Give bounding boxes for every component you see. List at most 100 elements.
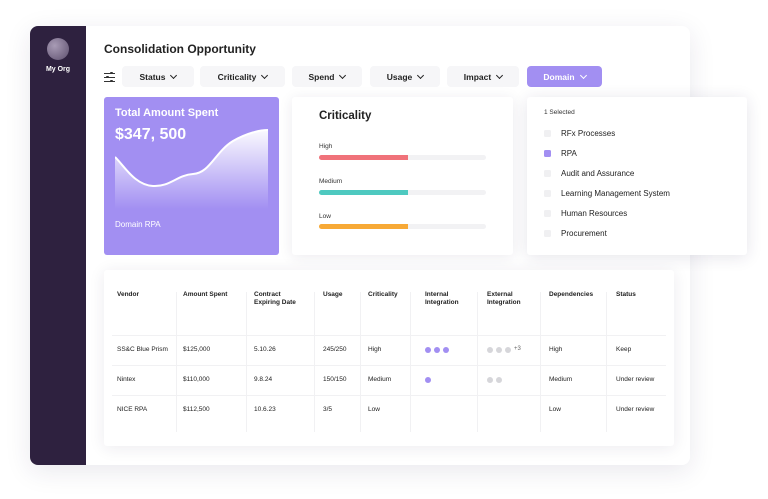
header-line: Internal — [425, 291, 449, 298]
option-label: Human Resources — [561, 208, 628, 218]
internal-integration-dot — [425, 377, 431, 383]
external-integration-dot — [487, 347, 493, 353]
cell-criticality: Medium — [368, 376, 392, 383]
filter-impact[interactable]: Impact — [447, 66, 519, 87]
cell-vendor[interactable]: Nintex — [117, 376, 136, 383]
criticality-bar-high — [319, 155, 486, 160]
column-divider — [176, 292, 177, 432]
cell-amount: $125,000 — [183, 346, 211, 353]
filter-usage-label: Usage — [386, 71, 413, 82]
column-divider — [477, 292, 478, 432]
dropdown-option-rpa[interactable]: RPA — [544, 147, 577, 159]
filter-status[interactable]: Status — [122, 66, 194, 87]
header-criticality[interactable]: Criticality — [368, 291, 398, 298]
dropdown-option-procurement[interactable]: Procurement — [544, 227, 607, 239]
column-divider — [360, 292, 361, 432]
total-spent-domain: Domain RPA — [115, 220, 161, 229]
header-line: External — [487, 291, 513, 298]
filter-usage[interactable]: Usage — [370, 66, 440, 87]
option-label: Procurement — [561, 228, 607, 238]
org-avatar[interactable] — [47, 38, 69, 60]
filter-domain[interactable]: Domain — [527, 66, 602, 87]
cell-status: Under review — [616, 406, 655, 413]
checkbox[interactable] — [544, 129, 551, 137]
dropdown-option-human-resources[interactable]: Human Resources — [544, 207, 627, 219]
checkbox[interactable] — [544, 149, 551, 157]
row-divider — [112, 335, 666, 336]
criticality-label-medium: Medium — [319, 178, 343, 185]
filter-impact-label: Impact — [463, 71, 492, 82]
chevron-down-icon — [496, 71, 504, 79]
chevron-down-icon — [579, 71, 587, 79]
cell-amount: $112,500 — [183, 406, 210, 413]
criticality-fill-high — [319, 155, 408, 160]
option-label: Learning Management System — [561, 188, 670, 198]
criticality-title: Criticality — [319, 110, 372, 122]
row-divider — [112, 365, 666, 366]
cell-dependencies: High — [549, 346, 563, 353]
header-external-integration[interactable]: External Integration — [487, 291, 521, 307]
checkbox[interactable] — [544, 169, 551, 177]
filter-settings-icon[interactable] — [104, 71, 115, 83]
cell-amount: $110,000 — [183, 376, 210, 383]
org-name: My Org — [45, 66, 71, 73]
external-integration-dot — [496, 377, 502, 383]
total-spent-amount: $347, 500 — [115, 126, 187, 143]
dropdown-option-rfx-processes[interactable]: RFx Processes — [544, 127, 615, 139]
cell-dependencies: Medium — [549, 376, 573, 383]
filter-domain-label: Domain — [543, 71, 575, 82]
column-divider — [606, 292, 607, 432]
internal-integration-dot — [443, 347, 449, 353]
chevron-down-icon — [339, 71, 347, 79]
dropdown-selected-count: 1 Selected — [544, 109, 575, 116]
external-integration-more[interactable]: +3 — [514, 346, 521, 352]
filter-spend[interactable]: Spend — [292, 66, 362, 87]
external-integration-dot — [505, 347, 511, 353]
cell-vendor[interactable]: SS&C Blue Prism — [117, 346, 168, 353]
cell-contract: 10.6.23 — [254, 406, 276, 413]
criticality-label-low: Low — [319, 213, 331, 220]
chevron-down-icon — [417, 71, 425, 79]
header-contract-expiring-date[interactable]: Contract Expiring Date — [254, 291, 296, 307]
header-line: Contract — [254, 291, 281, 298]
external-integration-dot — [496, 347, 502, 353]
column-divider — [540, 292, 541, 432]
header-internal-integration[interactable]: Internal Integration — [425, 291, 459, 307]
filter-status-label: Status — [139, 71, 166, 82]
internal-integration-dot — [425, 347, 431, 353]
header-dependencies[interactable]: Dependencies — [549, 291, 594, 298]
checkbox[interactable] — [544, 209, 551, 217]
header-status[interactable]: Status — [616, 291, 636, 298]
criticality-fill-medium — [319, 190, 408, 195]
dropdown-option-learning-management-system[interactable]: Learning Management System — [544, 187, 670, 199]
chevron-down-icon — [170, 71, 178, 79]
header-usage[interactable]: Usage — [323, 291, 343, 298]
filter-criticality[interactable]: Criticality — [200, 66, 285, 87]
domain-dropdown-menu: 1 Selected RFx Processes RPA Audit and A… — [527, 97, 747, 255]
spend-trend-sparkline — [115, 129, 268, 209]
sidebar: My Org — [30, 26, 86, 465]
criticality-bar-medium — [319, 190, 486, 195]
header-line: Integration — [487, 299, 521, 306]
cell-contract: 5.10.26 — [254, 346, 276, 353]
total-spent-card: Total Amount Spent $347, 500 Domain RPA — [104, 97, 279, 255]
criticality-fill-low — [319, 224, 408, 229]
criticality-card: Criticality High Medium Low — [292, 97, 513, 255]
cell-status: Keep — [616, 346, 632, 353]
checkbox[interactable] — [544, 189, 551, 197]
cell-usage: 150/150 — [323, 376, 347, 383]
criticality-label-high: High — [319, 143, 333, 150]
total-spent-title: Total Amount Spent — [115, 107, 219, 119]
checkbox[interactable] — [544, 229, 551, 237]
option-label: Audit and Assurance — [561, 168, 635, 178]
cell-criticality: High — [368, 346, 382, 353]
header-amount-spent[interactable]: Amount Spent — [183, 291, 228, 298]
cell-dependencies: Low — [549, 406, 561, 413]
cell-vendor[interactable]: NICE RPA — [117, 406, 148, 413]
dropdown-option-audit-and-assurance[interactable]: Audit and Assurance — [544, 167, 634, 179]
header-vendor[interactable]: Vendor — [117, 291, 140, 298]
header-line: Expiring Date — [254, 299, 296, 306]
header-line: Integration — [425, 299, 459, 306]
filter-spend-label: Spend — [308, 71, 335, 82]
cell-usage: 3/5 — [323, 406, 333, 413]
